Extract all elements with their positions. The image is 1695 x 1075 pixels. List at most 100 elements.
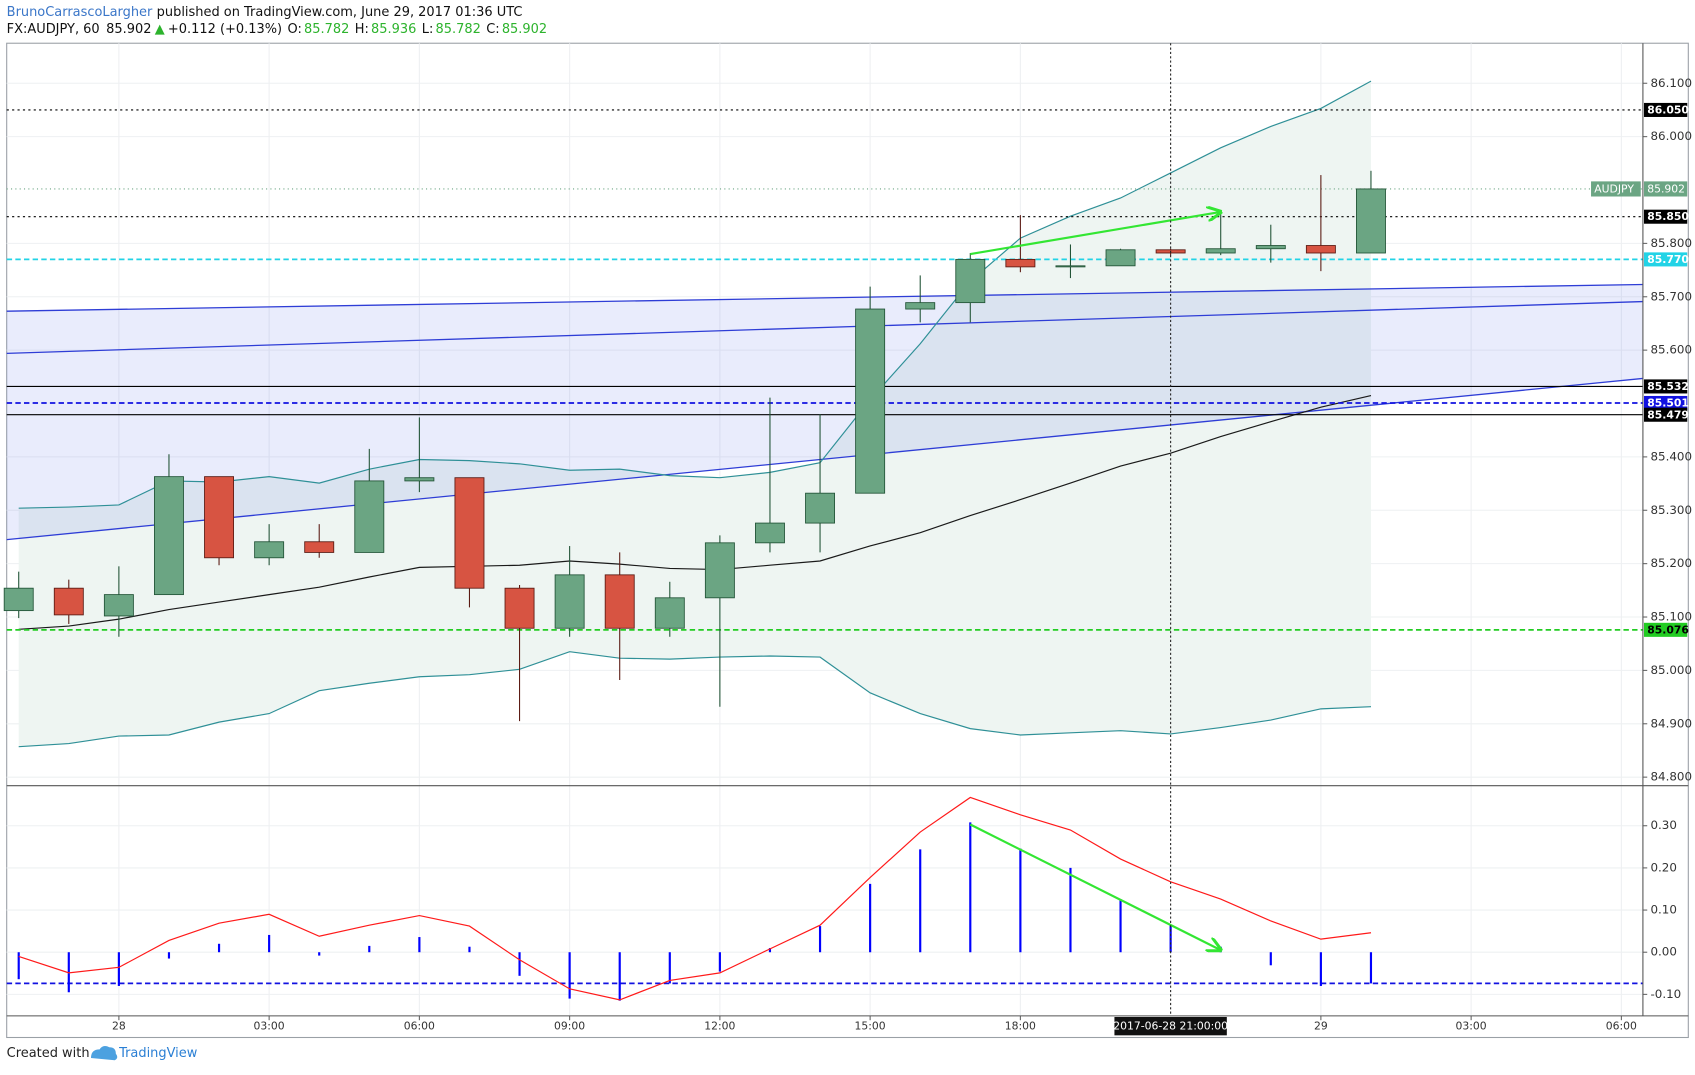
y-tick-label: 0.10 bbox=[1650, 903, 1676, 917]
x-tick-label: 09:00 bbox=[554, 1020, 585, 1033]
candle-body bbox=[154, 476, 184, 596]
last-price: 85.902 bbox=[106, 22, 151, 37]
x-tick-label: 06:00 bbox=[1606, 1020, 1637, 1033]
ohlc-label: O: bbox=[288, 22, 302, 37]
logo bbox=[90, 1046, 118, 1061]
y-tick-label: 84.900 bbox=[1650, 716, 1692, 730]
y-tick-label: -0.10 bbox=[1650, 987, 1681, 1001]
change: +0.112 (+0.13%) bbox=[168, 22, 282, 37]
candle-body bbox=[1055, 265, 1086, 268]
x-tick-label: 06:00 bbox=[404, 1020, 435, 1033]
arrow bbox=[969, 823, 1220, 950]
y-tick-label: 0.30 bbox=[1650, 818, 1676, 832]
candle-body bbox=[354, 480, 385, 553]
axes: 86.100 86.000 85.800 85.700 85.600 85.400 85.3… bbox=[6, 43, 1692, 1036]
candle-body bbox=[1005, 258, 1036, 268]
candle-body bbox=[1105, 249, 1136, 267]
candle-body bbox=[304, 541, 335, 553]
candle-body bbox=[3, 587, 34, 612]
candle-body bbox=[1205, 248, 1236, 254]
y-tick-label: 85.200 bbox=[1650, 556, 1692, 570]
candle-body bbox=[204, 476, 235, 559]
level-label: 85.501 bbox=[1647, 397, 1689, 410]
ohlc-label: L: bbox=[422, 22, 434, 37]
candle-body bbox=[855, 308, 886, 494]
published: published on TradingView.com, June 29, 2… bbox=[157, 4, 523, 19]
level-label: 85.532 bbox=[1647, 380, 1689, 393]
level-tag bbox=[1643, 209, 1688, 224]
level-tag bbox=[1643, 395, 1688, 411]
level-label: 85.850 bbox=[1647, 210, 1689, 223]
y-tick-label: 85.000 bbox=[1650, 663, 1692, 677]
x-tick-label: 18:00 bbox=[1005, 1020, 1036, 1033]
x-tick-label: 03:00 bbox=[1456, 1020, 1487, 1033]
crosshair-label: 2017-06-28 21:00:00 bbox=[1113, 1020, 1228, 1033]
footer-created: Created with bbox=[7, 1046, 90, 1061]
x-tick-label: 29 bbox=[1314, 1020, 1328, 1033]
candle-body bbox=[805, 492, 836, 524]
y-tick-label: 0.20 bbox=[1650, 860, 1676, 874]
candle-body bbox=[955, 258, 986, 304]
x-tick-label: 15:00 bbox=[855, 1020, 886, 1033]
level-tag bbox=[1643, 622, 1688, 637]
oscillator-line bbox=[18, 796, 1372, 1001]
price-pane bbox=[3, 43, 1643, 786]
x-tick-label: 28 bbox=[112, 1020, 126, 1033]
candle-body bbox=[53, 587, 84, 616]
candle-body bbox=[404, 477, 435, 482]
level-label: 86.050 bbox=[1647, 103, 1689, 116]
indicator-line bbox=[18, 80, 1372, 509]
candle-body bbox=[905, 302, 936, 310]
y-tick-label: 85.700 bbox=[1650, 289, 1692, 303]
level-tag bbox=[1643, 102, 1688, 117]
header: BrunoCarrascoLargher published on Trading… bbox=[7, 4, 547, 36]
y-tick-label: 85.300 bbox=[1650, 503, 1692, 517]
candle-body bbox=[1356, 188, 1386, 254]
level-label: 85.076 bbox=[1647, 623, 1689, 636]
author: BrunoCarrascoLargher bbox=[7, 4, 153, 19]
indicator-line bbox=[18, 651, 1372, 748]
footer-brand[interactable]: TradingView bbox=[118, 1046, 198, 1061]
ohlc-value: 85.902 bbox=[502, 22, 547, 37]
candle-body bbox=[1255, 245, 1286, 250]
oscillator-pane bbox=[6, 785, 1643, 1016]
ohlc-label: C: bbox=[486, 22, 499, 37]
candle-body bbox=[704, 542, 735, 599]
ohlc-value: 85.782 bbox=[436, 22, 481, 37]
y-tick-label: 85.800 bbox=[1650, 236, 1692, 250]
candle-body bbox=[654, 597, 685, 629]
indicator-line bbox=[18, 394, 1372, 630]
y-tick-label: 84.800 bbox=[1650, 770, 1692, 784]
ohlc-label: H: bbox=[355, 22, 369, 37]
candle-body bbox=[1305, 245, 1336, 254]
symbol-line: FX:AUDJPY, 60 85.902 ▲ +0.112 (+0.13%) O: 85.… bbox=[7, 22, 547, 37]
band-fill bbox=[18, 81, 1372, 747]
level-tag bbox=[1643, 379, 1688, 394]
level-label: 85.479 bbox=[1647, 408, 1689, 421]
header-line: BrunoCarrascoLargher published on Trading… bbox=[7, 4, 523, 19]
x-tick-label: 12:00 bbox=[704, 1020, 735, 1033]
symbol: FX:AUDJPY, 60 bbox=[7, 22, 100, 37]
candle-body bbox=[755, 522, 785, 544]
candle-body bbox=[103, 594, 134, 617]
y-tick-label: 85.100 bbox=[1650, 610, 1692, 624]
y-tick-label: 86.000 bbox=[1650, 129, 1692, 143]
level-label: 85.770 bbox=[1647, 253, 1689, 266]
y-tick-label: 0.00 bbox=[1650, 945, 1676, 959]
candle-body bbox=[504, 587, 535, 629]
price-name-tag bbox=[1591, 181, 1641, 197]
ohlc-value: 85.936 bbox=[371, 22, 416, 37]
trendline bbox=[6, 283, 1643, 312]
trendline bbox=[6, 300, 1643, 354]
footer: Created with TradingView bbox=[7, 1046, 198, 1061]
crosshair-tag bbox=[1114, 1016, 1227, 1036]
trendline bbox=[6, 377, 1643, 541]
candle-body bbox=[604, 574, 635, 629]
candle-body bbox=[454, 477, 485, 589]
price-tag bbox=[1643, 181, 1688, 197]
y-tick-label: 86.100 bbox=[1650, 76, 1692, 90]
level-tag bbox=[1643, 252, 1688, 267]
y-tick-label: 85.600 bbox=[1650, 343, 1692, 357]
